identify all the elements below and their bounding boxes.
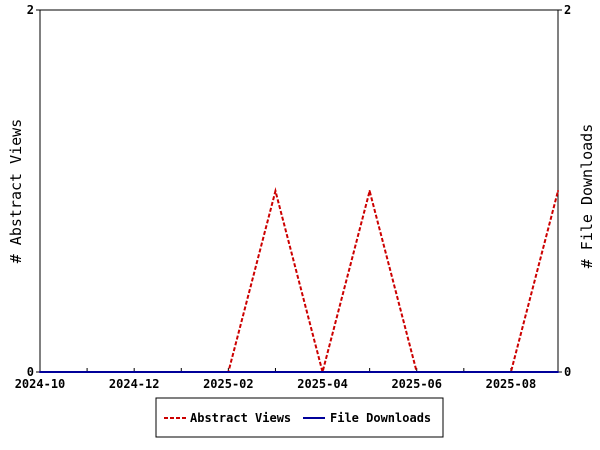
plot-area — [39, 9, 559, 373]
x-tick-label: 2025-06 — [391, 377, 442, 391]
x-tick-label: 2024-12 — [109, 377, 160, 391]
y-right-tick-label: 2 — [564, 3, 571, 17]
y-right-tick-label: 0 — [564, 365, 571, 379]
data-point — [180, 371, 183, 373]
series-lines — [39, 187, 559, 376]
x-tick-label: 2025-08 — [486, 377, 537, 391]
data-point — [133, 371, 136, 373]
data-point — [557, 371, 559, 373]
data-point — [274, 190, 277, 192]
y-axis-left-title: # Abstract Views — [7, 119, 25, 264]
data-point — [39, 371, 41, 373]
y-left-tick-label: 0 — [27, 365, 34, 379]
x-tick-label: 2025-04 — [297, 377, 348, 391]
legend-label-file-downloads: File Downloads — [330, 411, 431, 425]
data-point — [274, 371, 277, 373]
data-point — [415, 371, 418, 373]
data-point — [227, 371, 230, 373]
data-point — [509, 371, 512, 373]
legend: Abstract Views File Downloads — [155, 397, 444, 438]
y-axis-right: 02 — [558, 3, 571, 379]
data-point — [321, 371, 324, 373]
x-axis-tick-labels: 2024-10 2024-12 2025-02 2025-04 2025-06 2025-… — [15, 377, 536, 391]
y-axis-right-title: # File Downloads — [578, 124, 596, 269]
data-point — [557, 190, 559, 192]
legend-box — [155, 397, 444, 438]
x-tick-label: 2024-10 — [15, 377, 66, 391]
x-tick-label: 2025-02 — [203, 377, 254, 391]
y-axis-left: 02 — [27, 3, 40, 379]
data-point — [462, 371, 465, 373]
data-point — [86, 371, 89, 373]
data-point — [368, 190, 371, 192]
y-left-tick-label: 2 — [27, 3, 34, 17]
data-point — [368, 371, 371, 373]
legend-label-abstract-views: Abstract Views — [190, 411, 291, 425]
